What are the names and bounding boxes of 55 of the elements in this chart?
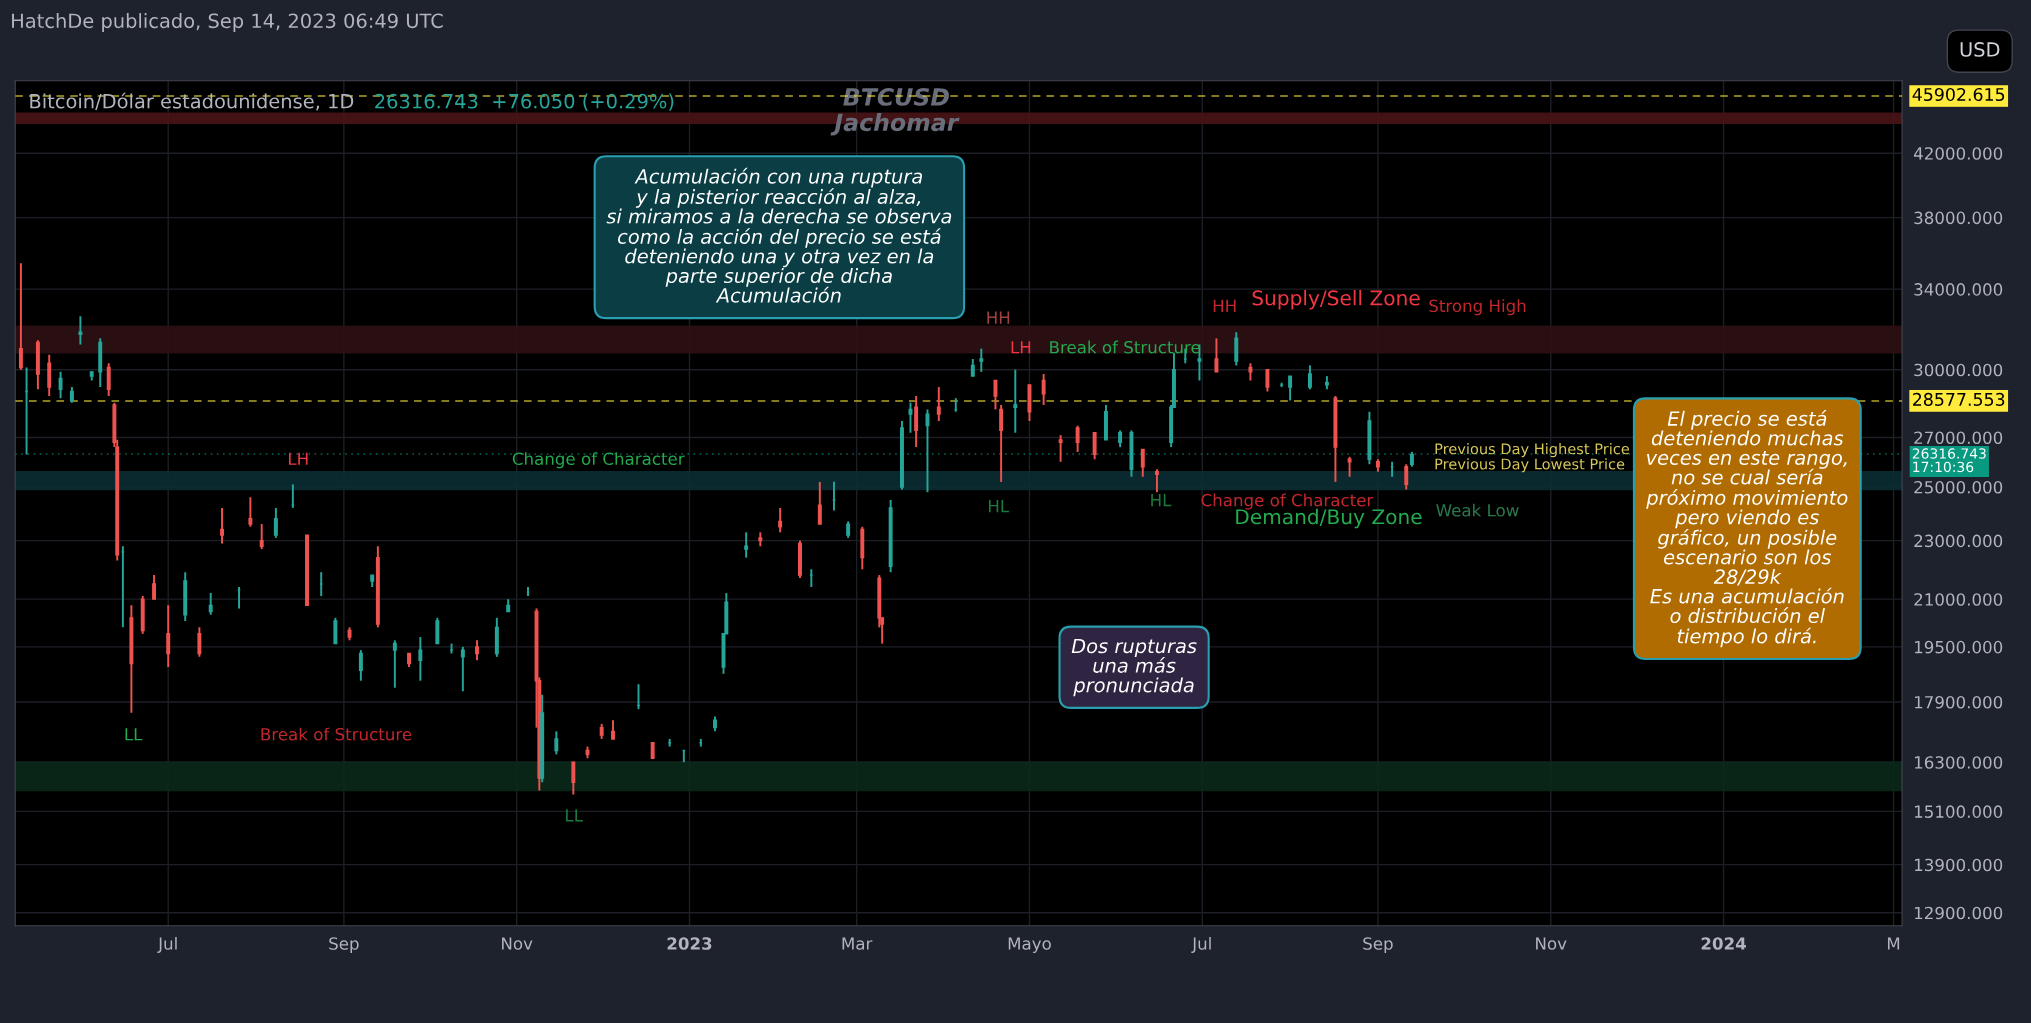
x-tick-label: Mayo xyxy=(1008,937,1051,954)
x-tick-label: Nov xyxy=(1536,937,1567,950)
y-tick-label: 21000.000 xyxy=(1914,593,2003,606)
annotation: LH xyxy=(288,452,308,465)
x-tick-label: Jul xyxy=(157,936,177,953)
annotation: Break of Structure xyxy=(1050,340,1200,354)
y-tick-label: 13900.000 xyxy=(1914,858,2003,872)
annotation: Jachomar xyxy=(830,112,960,136)
y-tick-label: 16300.000 xyxy=(1914,756,2003,769)
ref-line-label: 45902.615 xyxy=(1912,87,2005,102)
annotation: BTCUSD xyxy=(843,87,949,106)
annotation: Strong High xyxy=(1429,299,1526,316)
annotation: Weak Low xyxy=(1436,503,1519,517)
y-tick-label: 42000.000 xyxy=(1913,147,2003,160)
annotation: Previous Day Lowest Price xyxy=(1435,458,1625,473)
text: Bitcoin/Dólar estadounidense, 1D xyxy=(30,92,354,111)
annotation: Previous Day Highest Price xyxy=(1435,443,1630,458)
y-tick-label: 34000.000 xyxy=(1914,283,2003,296)
y-tick-label: 38000.000 xyxy=(1914,211,2003,225)
x-tick-label: 2024 xyxy=(1701,937,1746,950)
y-tick-label: 19500.000 xyxy=(1914,640,2003,654)
x-tick-label: Jul xyxy=(1191,936,1211,953)
y-tick-label: 25000.000 xyxy=(1914,480,2003,494)
annotation: HL xyxy=(988,499,1010,513)
annotation: Break of Structure xyxy=(261,727,412,741)
annotation: LL xyxy=(125,728,143,741)
annotation: HL xyxy=(1151,494,1172,507)
ref-line-label: 28577.553 xyxy=(1913,392,2005,406)
y-tick-label: 12900.000 xyxy=(1914,906,2003,920)
x-tick-label: Sep xyxy=(1363,937,1393,954)
x-tick-label: Nov xyxy=(502,937,533,950)
text: USD xyxy=(1960,42,2000,57)
text: El precio se está deteniendo muchas veces en este rango, no se cual sería próximo movimiento pero viendo es gráfico, un posible escenario son los 28/29k Es una acumulación o distribución el tiempo lo dirá. xyxy=(1646,410,1848,648)
y-tick-label: 23000.000 xyxy=(1914,534,2003,548)
annotation: Supply/Sell Zone xyxy=(1252,289,1420,310)
annotation: LL xyxy=(566,809,583,822)
annotation: Acumulación con una ruptura y la pisterior reacción al alza, si miramos a la derecha se observa como la acción del precio se está deteniendo una y otra vez en la parte superior de dicha Acumulación xyxy=(606,167,952,303)
y-tick-label: 15100.000 xyxy=(1914,805,2003,818)
text: 26316.743 +76.050 (+0.29%) xyxy=(375,93,674,111)
x-tick-label: 2023 xyxy=(667,937,712,950)
annotation: LH xyxy=(1011,341,1031,354)
annotation: Change of Character xyxy=(1201,493,1374,510)
y-tick-label: 27000.000 xyxy=(1914,431,2003,445)
text: HatchDe publicado, Sep 14, 2023 06:49 UTC xyxy=(12,13,443,32)
y-tick-label: 30000.000 xyxy=(1914,363,2003,377)
y-tick-label: 17900.000 xyxy=(1914,695,2003,709)
ref-line-label: 26316.743 17:10:36 xyxy=(1912,448,1986,473)
annotation: HH xyxy=(987,311,1010,324)
x-tick-label: M xyxy=(1887,937,1900,950)
x-tick-label: Mar xyxy=(842,937,873,950)
annotation: HH xyxy=(1213,299,1236,312)
annotation: Change of Character xyxy=(512,452,685,469)
annotation: Dos rupturas una más pronunciada xyxy=(1071,638,1197,697)
annotation: Demand/Buy Zone xyxy=(1236,508,1422,529)
x-tick-label: Sep xyxy=(329,937,359,954)
